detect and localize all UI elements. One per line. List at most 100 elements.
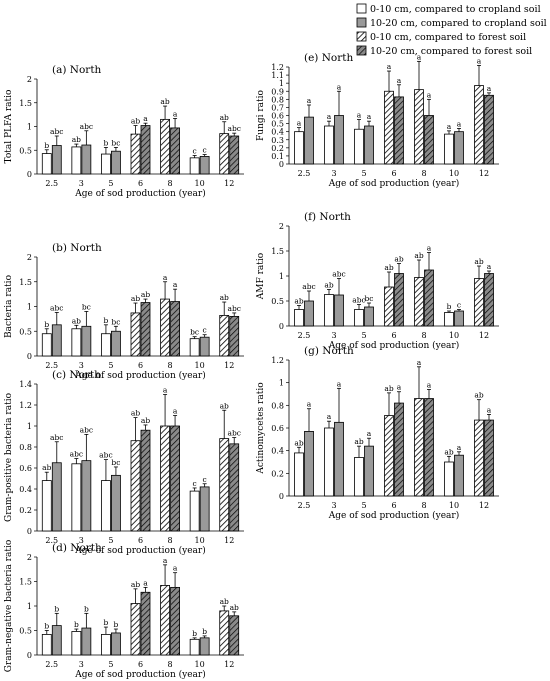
x-tick-label: 3	[79, 660, 84, 669]
x-tick-label: 8	[168, 536, 173, 545]
y-tick-label: 1	[27, 123, 32, 132]
y-tick-label: 1.5	[271, 247, 284, 256]
legend-label-1: 10-20 cm, compared to cropland soil	[370, 18, 547, 29]
chart-panel-4: 00.10.20.30.40.50.60.70.80.911.11.2 (e) N…	[256, 52, 499, 189]
significance-label: abc	[332, 270, 345, 279]
significance-label: ab	[72, 316, 81, 325]
significance-label: abc	[227, 429, 240, 438]
significance-label: b	[44, 622, 49, 631]
chart-title: (b) North	[52, 242, 102, 254]
x-tick-label: 2.5	[298, 501, 311, 510]
x-tick-label: 12	[224, 660, 234, 669]
x-axis-label: Age of sod production (year)	[74, 669, 205, 680]
bar	[304, 116, 314, 165]
x-tick-label: 5	[108, 536, 113, 545]
bar	[294, 309, 304, 327]
bar	[160, 425, 170, 532]
significance-label: c	[193, 146, 197, 155]
legend-label-2: 0-10 cm, compared to forest soil	[370, 32, 526, 43]
legend-item-0: 0-10 cm, compared to cropland soil	[356, 3, 541, 15]
y-tick-label: 1	[279, 79, 284, 88]
bar	[41, 480, 52, 532]
significance-label: b	[104, 138, 109, 147]
bar	[229, 135, 240, 175]
bar	[324, 125, 334, 165]
bar	[294, 131, 304, 165]
y-tick-label: 0	[27, 352, 32, 361]
chart-title: (a) North	[52, 64, 102, 76]
x-tick-label: 5	[108, 361, 113, 370]
chart-title: (e) North	[304, 52, 353, 64]
bar	[51, 324, 62, 357]
significance-label: a	[163, 386, 168, 395]
significance-label: b	[104, 618, 109, 627]
significance-label: abc	[352, 296, 365, 305]
bar	[81, 460, 92, 532]
significance-label: ab	[42, 463, 51, 472]
significance-label: a	[367, 429, 372, 438]
significance-label: ab	[131, 294, 140, 303]
y-tick-label: 1.2	[19, 401, 32, 410]
bar	[71, 328, 82, 357]
y-axis-label: AMF ratio	[256, 253, 266, 300]
significance-label: ab	[220, 401, 229, 410]
bar	[229, 443, 240, 532]
x-tick-label: 3	[79, 179, 84, 188]
x-axis-label: Age of sod production (year)	[74, 370, 205, 381]
bar	[189, 638, 200, 656]
significance-label: a	[337, 379, 342, 388]
significance-label: a	[487, 262, 492, 271]
bar	[474, 419, 484, 497]
bar	[384, 90, 394, 165]
y-tick-label: 1.5	[19, 99, 32, 108]
bar	[140, 429, 151, 532]
significance-label: c	[193, 479, 197, 488]
bar	[444, 312, 454, 327]
x-tick-label: 6	[138, 179, 143, 188]
y-tick-label: 0.8	[271, 95, 284, 104]
significance-label: a	[143, 578, 148, 587]
significance-label: c	[203, 146, 207, 155]
significance-label: a	[143, 114, 148, 123]
x-tick-label: 2.5	[45, 179, 58, 188]
significance-label: bc	[82, 302, 91, 311]
bar	[170, 586, 180, 656]
bar	[454, 131, 464, 165]
legend-label-0: 0-10 cm, compared to cropland soil	[370, 4, 541, 15]
bar	[199, 486, 210, 532]
bar	[354, 128, 364, 165]
y-axis-label: Actinomycetes ratio	[256, 382, 266, 474]
bar	[71, 463, 82, 532]
significance-label: ab	[141, 416, 150, 425]
legend-item-2: 0-10 cm, compared to forest soil	[356, 31, 526, 43]
significance-label: a	[397, 383, 402, 392]
significance-label: a	[307, 96, 312, 105]
chart-panel-6: 0 0.2 0.4 0.6 0.8 1 1.2 (g) North Actinomycetes …	[256, 345, 499, 521]
y-tick-label: 1	[27, 602, 32, 611]
chart-title: (c) North	[52, 369, 101, 381]
bar	[41, 333, 52, 357]
x-tick-label: 2.5	[298, 331, 311, 340]
significance-label: bc	[364, 294, 373, 303]
significance-label: b	[447, 302, 452, 311]
y-tick-label: 0.4	[271, 128, 284, 137]
y-axis-label: Bacteria ratio	[4, 275, 14, 338]
significance-label: c	[203, 475, 207, 484]
significance-label: a	[417, 358, 422, 367]
y-tick-label: 0.5	[271, 120, 284, 129]
bar	[219, 315, 230, 357]
bar	[81, 144, 92, 175]
bar	[324, 294, 334, 327]
bar	[199, 156, 210, 175]
x-tick-label: 5	[361, 331, 366, 340]
legend-swatch-3	[356, 45, 367, 56]
x-tick-label: 10	[195, 660, 205, 669]
significance-label: b	[44, 320, 49, 329]
y-tick-label: 1.2	[271, 63, 284, 72]
y-tick-label: 0.5	[19, 146, 32, 155]
significance-label: b	[104, 316, 109, 325]
bar	[304, 430, 314, 497]
x-axis-label: Age of sod production (year)	[328, 340, 459, 351]
legend: 0-10 cm, compared to cropland soil 10-20…	[356, 3, 547, 57]
